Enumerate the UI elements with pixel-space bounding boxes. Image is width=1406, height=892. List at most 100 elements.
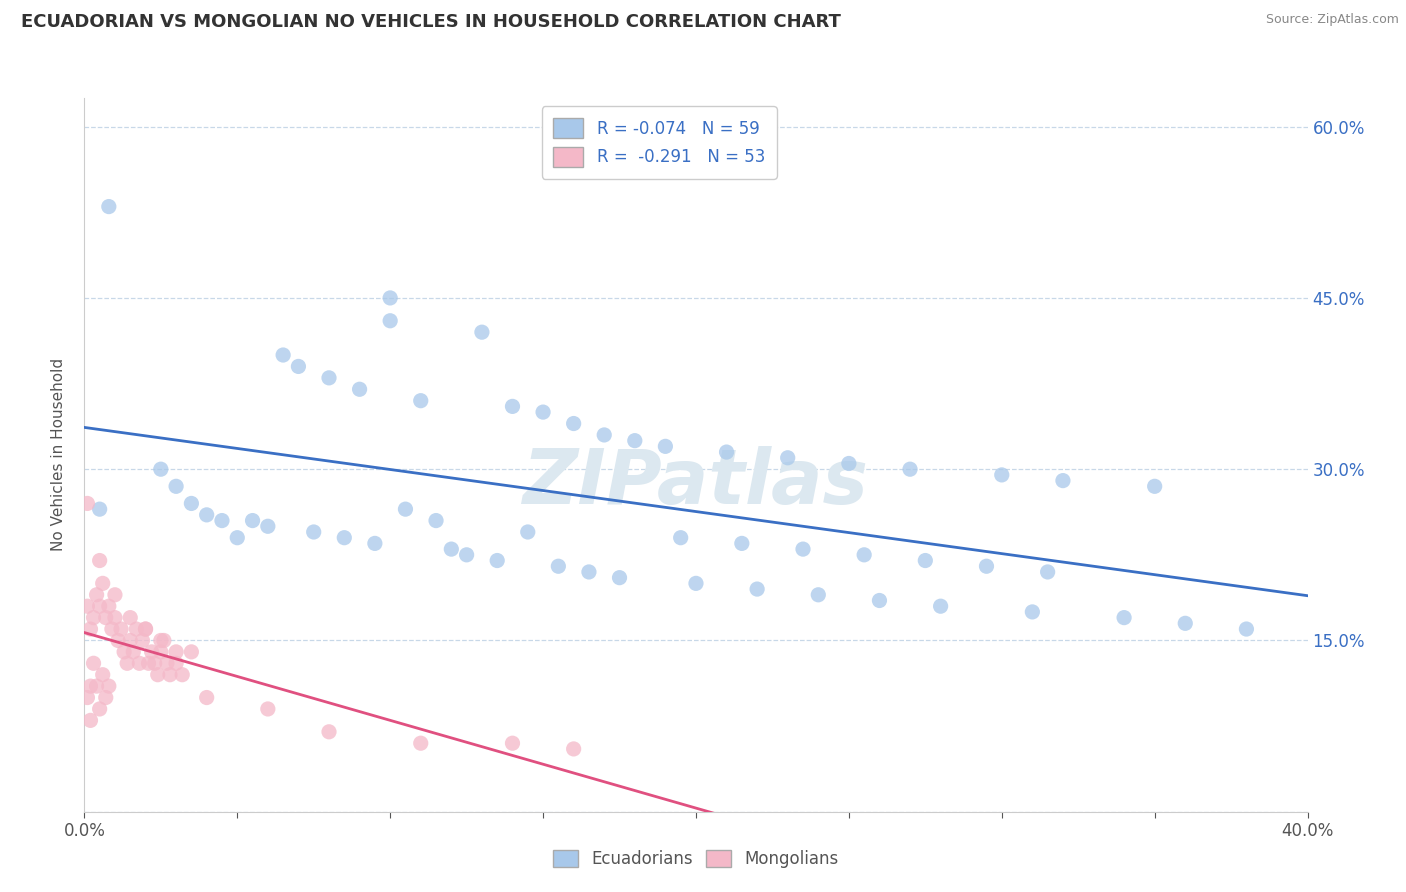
Point bbox=[914, 553, 936, 567]
Point bbox=[112, 645, 135, 659]
Point bbox=[318, 371, 340, 385]
Point bbox=[1143, 479, 1166, 493]
Point bbox=[138, 657, 160, 671]
Point bbox=[409, 736, 432, 750]
Point bbox=[180, 496, 202, 510]
Point bbox=[271, 348, 294, 362]
Point bbox=[747, 582, 769, 596]
Point bbox=[165, 479, 187, 493]
Point bbox=[135, 622, 157, 636]
Point bbox=[149, 462, 172, 476]
Point bbox=[654, 439, 676, 453]
Point bbox=[97, 200, 120, 214]
Point bbox=[456, 548, 478, 562]
Point bbox=[128, 657, 150, 671]
Point bbox=[76, 690, 98, 705]
Point bbox=[1114, 610, 1136, 624]
Point bbox=[86, 588, 108, 602]
Point bbox=[869, 593, 891, 607]
Point bbox=[976, 559, 998, 574]
Point bbox=[716, 445, 738, 459]
Point bbox=[110, 622, 132, 636]
Point bbox=[838, 457, 860, 471]
Point bbox=[380, 314, 402, 328]
Point bbox=[257, 702, 280, 716]
Point bbox=[1036, 565, 1059, 579]
Point bbox=[287, 359, 309, 374]
Point bbox=[531, 405, 554, 419]
Point bbox=[122, 645, 145, 659]
Point bbox=[226, 531, 249, 545]
Text: ECUADORIAN VS MONGOLIAN NO VEHICLES IN HOUSEHOLD CORRELATION CHART: ECUADORIAN VS MONGOLIAN NO VEHICLES IN H… bbox=[21, 13, 841, 31]
Point bbox=[131, 633, 153, 648]
Point bbox=[79, 679, 101, 693]
Point bbox=[104, 588, 127, 602]
Text: Source: ZipAtlas.com: Source: ZipAtlas.com bbox=[1265, 13, 1399, 27]
Point bbox=[149, 645, 172, 659]
Point bbox=[609, 571, 631, 585]
Point bbox=[94, 610, 117, 624]
Point bbox=[853, 548, 876, 562]
Point bbox=[79, 622, 101, 636]
Point bbox=[195, 690, 218, 705]
Point bbox=[1174, 616, 1197, 631]
Point bbox=[257, 519, 280, 533]
Point bbox=[242, 514, 264, 528]
Point bbox=[364, 536, 387, 550]
Point bbox=[91, 667, 114, 681]
Point bbox=[156, 657, 179, 671]
Point bbox=[380, 291, 402, 305]
Point bbox=[685, 576, 707, 591]
Point bbox=[211, 514, 233, 528]
Point bbox=[624, 434, 647, 448]
Point bbox=[776, 450, 799, 465]
Point bbox=[1236, 622, 1258, 636]
Point bbox=[89, 702, 111, 716]
Point bbox=[425, 514, 447, 528]
Point bbox=[807, 588, 830, 602]
Point bbox=[792, 542, 814, 557]
Point bbox=[153, 633, 176, 648]
Point bbox=[125, 622, 148, 636]
Point bbox=[302, 524, 325, 539]
Point bbox=[502, 400, 524, 414]
Point bbox=[669, 531, 692, 545]
Point bbox=[1021, 605, 1043, 619]
Point bbox=[83, 610, 105, 624]
Point bbox=[1052, 474, 1074, 488]
Point bbox=[120, 610, 142, 624]
Point bbox=[101, 622, 124, 636]
Point bbox=[394, 502, 416, 516]
Point bbox=[94, 690, 117, 705]
Point bbox=[89, 599, 111, 614]
Point bbox=[471, 325, 494, 339]
Point bbox=[929, 599, 952, 614]
Point bbox=[115, 657, 138, 671]
Point bbox=[76, 599, 98, 614]
Point bbox=[318, 724, 340, 739]
Y-axis label: No Vehicles in Household: No Vehicles in Household bbox=[51, 359, 66, 551]
Point bbox=[135, 622, 157, 636]
Point bbox=[731, 536, 754, 550]
Point bbox=[898, 462, 921, 476]
Point bbox=[97, 679, 120, 693]
Point bbox=[149, 633, 172, 648]
Point bbox=[486, 553, 509, 567]
Point bbox=[409, 393, 432, 408]
Point bbox=[195, 508, 218, 522]
Point bbox=[440, 542, 463, 557]
Point bbox=[562, 742, 585, 756]
Point bbox=[97, 599, 120, 614]
Point bbox=[991, 467, 1014, 482]
Point bbox=[79, 714, 101, 728]
Legend: Ecuadorians, Mongolians: Ecuadorians, Mongolians bbox=[547, 843, 845, 875]
Point bbox=[349, 382, 371, 396]
Point bbox=[76, 496, 98, 510]
Point bbox=[91, 576, 114, 591]
Point bbox=[107, 633, 129, 648]
Point bbox=[86, 679, 108, 693]
Point bbox=[502, 736, 524, 750]
Point bbox=[89, 502, 111, 516]
Point bbox=[143, 657, 166, 671]
Point bbox=[578, 565, 600, 579]
